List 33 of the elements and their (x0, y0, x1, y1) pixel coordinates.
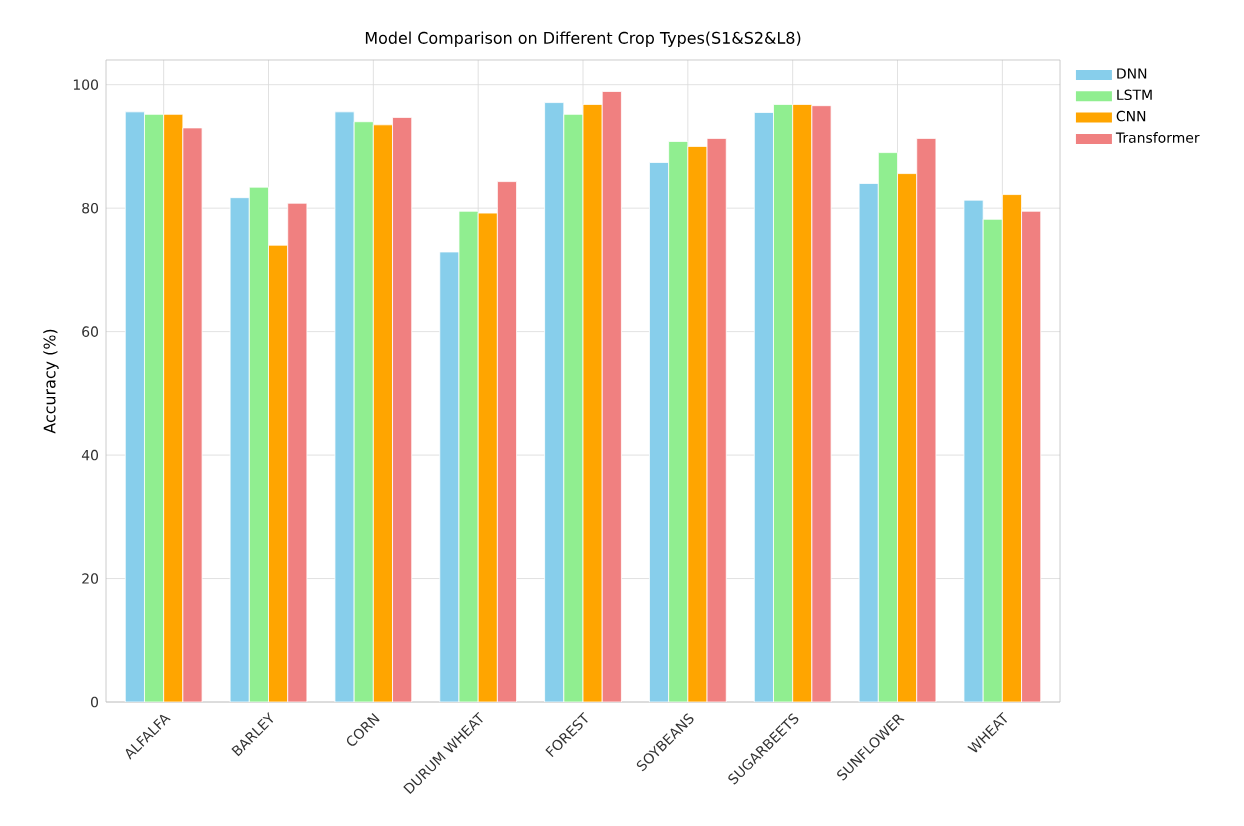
bar (982, 218, 1003, 702)
bar (144, 113, 165, 702)
bar (544, 102, 565, 702)
bar (1021, 210, 1042, 702)
bar (601, 91, 622, 702)
bar (858, 183, 879, 702)
bar (458, 210, 479, 702)
bar (963, 199, 984, 702)
bar (477, 212, 498, 702)
bar (773, 104, 793, 702)
bar (1001, 194, 1022, 702)
bar (353, 121, 374, 702)
bar (916, 137, 937, 702)
bar (877, 152, 898, 702)
bar (229, 197, 250, 702)
bar (563, 113, 584, 702)
bar (372, 124, 393, 702)
bar (582, 104, 603, 702)
bar (124, 111, 145, 702)
bar (754, 112, 774, 702)
bar (687, 146, 708, 702)
bar (439, 251, 460, 702)
bar (392, 117, 413, 702)
bar (268, 244, 289, 702)
bar (792, 104, 812, 702)
bar (248, 186, 269, 702)
bar (897, 173, 918, 702)
bar (496, 181, 517, 702)
bar (163, 113, 184, 702)
bar (706, 137, 727, 702)
bar (649, 162, 670, 702)
bar (287, 202, 308, 702)
bar (668, 141, 689, 702)
